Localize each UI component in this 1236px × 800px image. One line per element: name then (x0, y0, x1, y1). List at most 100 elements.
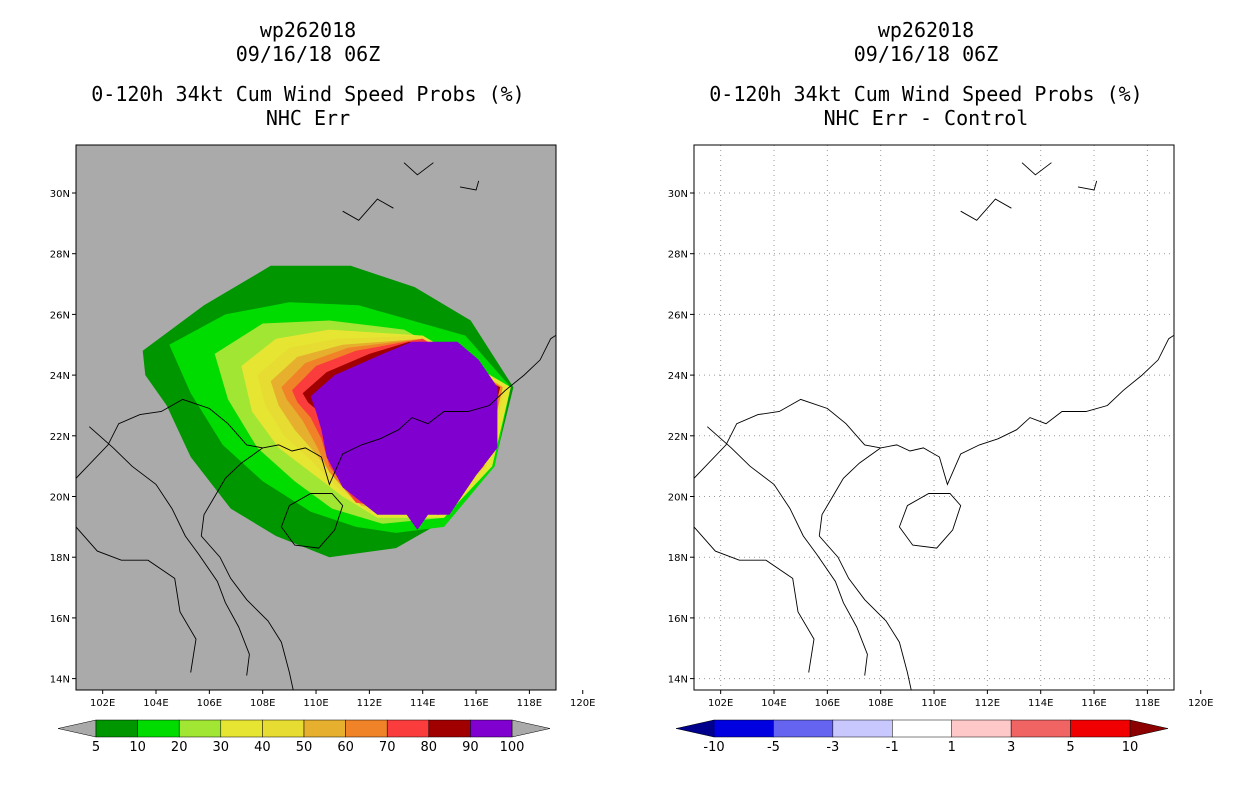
colorbar-label: -3 (826, 740, 839, 755)
lon-label-120E: 120E (570, 698, 595, 709)
coastline (200, 447, 294, 690)
colorbar: -10 -5 -3 -1 1 3 5 10 (675, 719, 1169, 755)
colorbar-swatch (951, 719, 1012, 738)
lat-label-20N: 20N (50, 493, 70, 504)
right-product-title: 0-120h 34kt Cum Wind Speed Probs (%) (709, 82, 1143, 106)
lake-outline (459, 180, 480, 191)
lat-label-28N: 28N (668, 250, 688, 261)
lon-label-118E: 118E (517, 698, 542, 709)
axis-labels: 102E 104E 106E 108E 110E 112E 114E 116E 118E 120E… (50, 189, 596, 709)
colorbar-label: 50 (296, 740, 313, 755)
left-storm-id: wp262018 (259, 18, 357, 42)
colorbar-label: 10 (129, 740, 146, 755)
lake-outline (960, 198, 1012, 221)
coastline (694, 526, 815, 673)
lake-outline (1077, 180, 1098, 191)
colorbar-swatch (1070, 719, 1131, 738)
right-title-block: wp262018 09/16/18 06Z 0-120h 34kt Cum Wi… (678, 18, 1174, 130)
colorbar-label: 1 (948, 740, 956, 755)
lon-label-112E: 112E (975, 698, 1000, 709)
colorbar-label: 10 (1122, 740, 1139, 755)
lat-label-22N: 22N (668, 432, 688, 443)
colorbar-swatch (1010, 719, 1071, 738)
right-storm-id: wp262018 (877, 18, 975, 42)
colorbar-swatch (832, 719, 893, 738)
lat-label-30N: 30N (668, 189, 688, 200)
colorbar-swatch (470, 719, 513, 738)
colorbar-under-arrow (57, 719, 97, 738)
lat-label-26N: 26N (50, 310, 70, 321)
lon-label-108E: 108E (868, 698, 893, 709)
colorbar-label: 90 (462, 740, 479, 755)
lat-label-22N: 22N (50, 432, 70, 443)
grid (694, 145, 1174, 690)
colorbar-swatch (345, 719, 388, 738)
lon-label-118E: 118E (1135, 698, 1160, 709)
lat-label-24N: 24N (50, 371, 70, 382)
colorbar-label: 5 (1066, 740, 1074, 755)
colorbar-label: 5 (92, 740, 100, 755)
lat-label-24N: 24N (668, 371, 688, 382)
island (898, 493, 962, 549)
coastline (707, 426, 868, 676)
lon-label-116E: 116E (463, 698, 488, 709)
lat-label-20N: 20N (668, 493, 688, 504)
lon-label-110E: 110E (303, 698, 328, 709)
colorbar-label: 60 (337, 740, 354, 755)
colorbar-under-arrow (675, 719, 715, 738)
colorbar-label: -5 (767, 740, 780, 755)
lon-label-112E: 112E (357, 698, 382, 709)
lon-label-114E: 114E (410, 698, 435, 709)
lat-label-14N: 14N (668, 675, 688, 686)
colorbar-swatch (220, 719, 263, 738)
lake-outline (1021, 162, 1052, 176)
lon-label-102E: 102E (90, 698, 115, 709)
right-subtitle: NHC Err - Control (823, 106, 1029, 130)
left-title-block: wp262018 09/16/18 06Z 0-120h 34kt Cum Wi… (60, 18, 556, 130)
island (280, 493, 344, 549)
lon-label-120E: 120E (1188, 698, 1213, 709)
left-date: 09/16/18 06Z (235, 42, 381, 66)
coastlines (694, 162, 1236, 690)
colorbar-label: 30 (213, 740, 230, 755)
lake-outline (342, 198, 394, 221)
lon-label-106E: 106E (197, 698, 222, 709)
map-background (694, 145, 1174, 690)
island (585, 339, 618, 436)
colorbar-swatch (178, 719, 222, 738)
colorbar-label: -1 (886, 740, 899, 755)
coastline (76, 526, 197, 673)
axis-labels: 102E 104E 106E 108E 110E 112E 114E 116E 118E 120E… (668, 189, 1214, 709)
lon-label-102E: 102E (708, 698, 733, 709)
coastlines (76, 162, 618, 690)
coastline (89, 426, 250, 676)
colorbar-swatch (95, 719, 138, 738)
prob-contour-90 (310, 341, 498, 530)
coastline (76, 334, 556, 486)
left-probability-map: 102E 104E 106E 108E 110E 112E 114E 116E 118E 120E… (50, 144, 618, 755)
lake-outline (403, 162, 434, 176)
lon-label-110E: 110E (921, 698, 946, 709)
lon-label-104E: 104E (761, 698, 786, 709)
lat-label-14N: 14N (50, 675, 70, 686)
lon-label-106E: 106E (815, 698, 840, 709)
colorbar-swatch (713, 719, 774, 738)
lon-label-104E: 104E (143, 698, 168, 709)
coastline (818, 447, 912, 690)
island (1203, 339, 1236, 436)
lat-label-30N: 30N (50, 189, 70, 200)
lon-label-108E: 108E (250, 698, 275, 709)
colorbar-label: 70 (379, 740, 396, 755)
lat-label-18N: 18N (668, 553, 688, 564)
colorbar-label: 3 (1007, 740, 1015, 755)
lat-label-16N: 16N (668, 614, 688, 625)
lon-label-116E: 116E (1081, 698, 1106, 709)
lat-label-28N: 28N (50, 250, 70, 261)
colorbar-swatch (386, 719, 430, 738)
coastline (694, 334, 1174, 486)
colorbar-label: -10 (703, 740, 724, 755)
lon-label-114E: 114E (1028, 698, 1053, 709)
left-subtitle: NHC Err (265, 106, 351, 130)
colorbar-over-arrow (1129, 719, 1169, 738)
colorbar-over-arrow (511, 719, 551, 738)
